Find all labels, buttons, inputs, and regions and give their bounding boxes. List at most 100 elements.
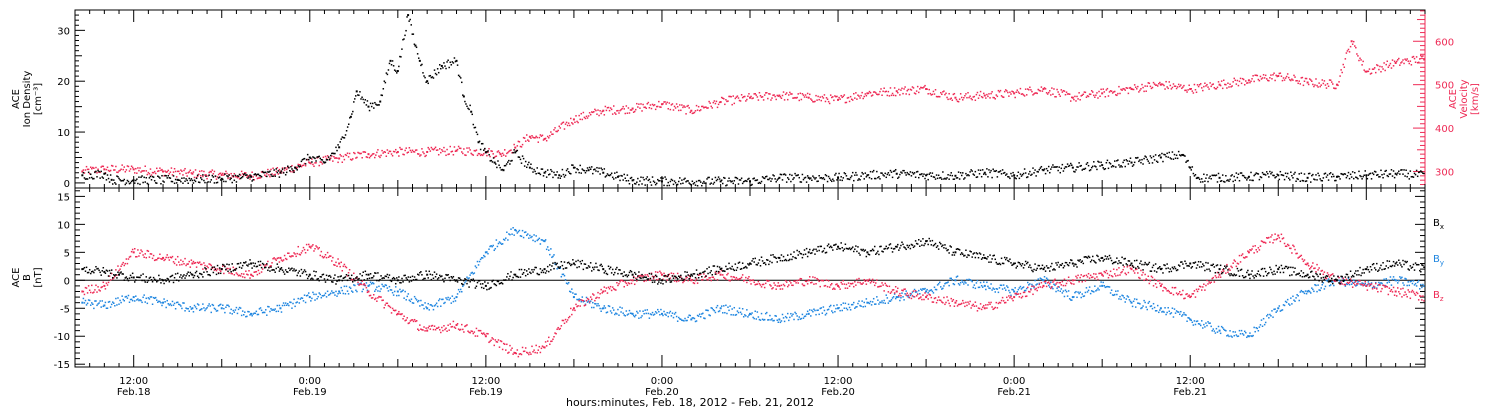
data-point-fill: [1172, 83, 1175, 85]
data-point-fill: [676, 105, 679, 108]
data-point-fill: [505, 349, 507, 351]
data-point-fill: [921, 289, 923, 292]
data-point-fill: [1180, 84, 1182, 86]
data-point-fill: [1257, 78, 1260, 81]
data-point-fill: [907, 88, 910, 91]
data-point-fill: [1214, 174, 1217, 177]
data-point-fill: [1300, 77, 1303, 79]
data-point-fill: [1228, 180, 1230, 182]
data-point-fill: [1206, 174, 1208, 176]
data-point-fill: [1339, 75, 1341, 77]
data-point-fill: [1262, 173, 1265, 176]
data-point-fill: [1121, 294, 1123, 297]
data-point-fill: [1410, 176, 1413, 178]
data-point-fill: [410, 319, 413, 321]
data-point-fill: [343, 263, 346, 266]
data-point-fill: [381, 149, 383, 152]
data-point-fill: [959, 93, 962, 95]
data-point-fill: [1225, 175, 1227, 177]
data-point-fill: [138, 255, 140, 257]
data-point-fill: [277, 257, 280, 259]
data-point-fill: [269, 175, 271, 178]
data-point-fill: [1270, 173, 1272, 175]
data-point-fill: [594, 299, 596, 302]
data-point-fill: [1324, 172, 1327, 175]
data-point-fill: [473, 331, 476, 333]
data-point-fill: [412, 320, 415, 323]
data-point-fill: [174, 307, 177, 310]
data-point: [414, 44, 417, 47]
data-point-fill: [1301, 179, 1304, 182]
data-point-fill: [561, 273, 564, 276]
data-point-fill: [1082, 275, 1085, 278]
data-point-fill: [838, 286, 840, 288]
data-point-fill: [291, 168, 293, 170]
data-point-fill: [470, 330, 472, 332]
data-point-fill: [173, 182, 176, 185]
data-point-fill: [1307, 172, 1310, 175]
data-point-fill: [478, 260, 481, 263]
data-point-fill: [757, 316, 760, 318]
data-point-fill: [1047, 284, 1050, 287]
data-point-fill: [1294, 171, 1296, 174]
data-point-fill: [293, 170, 295, 172]
data-point-fill: [429, 328, 432, 330]
data-point-fill: [475, 327, 478, 330]
data-point: [572, 118, 575, 121]
data-point-fill: [1128, 160, 1131, 162]
data-point-fill: [137, 249, 139, 251]
data-point-fill: [1017, 293, 1020, 295]
data-point-fill: [1409, 280, 1412, 283]
data-point-fill: [846, 308, 849, 311]
data-point-fill: [1125, 298, 1128, 300]
data-point-fill: [1063, 90, 1066, 92]
data-point-fill: [1199, 324, 1202, 327]
data-point-fill: [439, 329, 441, 331]
data-point-fill: [915, 295, 918, 297]
data-point-fill: [1295, 80, 1297, 82]
data-point-fill: [777, 282, 780, 284]
data-point-fill: [248, 270, 250, 272]
data-point-fill: [643, 106, 645, 109]
data-point-fill: [794, 311, 796, 314]
data-point-fill: [582, 169, 585, 171]
data-point-fill: [474, 126, 477, 129]
data-point-fill: [1102, 88, 1104, 90]
data-point-fill: [113, 169, 115, 171]
data-point-fill: [98, 289, 100, 291]
data-point-fill: [855, 92, 857, 94]
data-point-fill: [841, 309, 843, 312]
data-point-fill: [1316, 84, 1318, 87]
data-point-fill: [452, 320, 455, 323]
data-point-fill: [1303, 173, 1306, 175]
data-point-fill: [854, 307, 856, 309]
data-point-fill: [1300, 289, 1303, 292]
data-point-fill: [621, 279, 623, 282]
data-point-fill: [1119, 166, 1121, 168]
data-point-fill: [871, 171, 874, 173]
data-point-fill: [1186, 160, 1188, 162]
data-point-fill: [104, 172, 107, 175]
data-point-fill: [1177, 311, 1180, 313]
data-point-fill: [1003, 171, 1006, 174]
data-point-fill: [362, 283, 364, 286]
data-point-fill: [916, 85, 919, 88]
data-point-fill: [1292, 295, 1294, 298]
data-point-fill: [1422, 172, 1424, 174]
data-point-fill: [670, 272, 673, 274]
data-point-fill: [361, 280, 363, 282]
data-point-fill: [625, 282, 628, 285]
data-point-fill: [466, 147, 468, 149]
data-point-fill: [756, 96, 759, 98]
data-point-fill: [1171, 151, 1174, 153]
data-point-fill: [536, 167, 538, 169]
data-point-fill: [625, 105, 628, 107]
data-point-fill: [175, 182, 178, 184]
data-point-fill: [708, 176, 710, 179]
data-point-fill: [1045, 285, 1048, 288]
data-point-fill: [860, 175, 862, 177]
data-point-fill: [506, 343, 508, 346]
data-point-fill: [672, 109, 675, 111]
data-point-fill: [755, 318, 758, 320]
data-point-fill: [1001, 96, 1004, 98]
